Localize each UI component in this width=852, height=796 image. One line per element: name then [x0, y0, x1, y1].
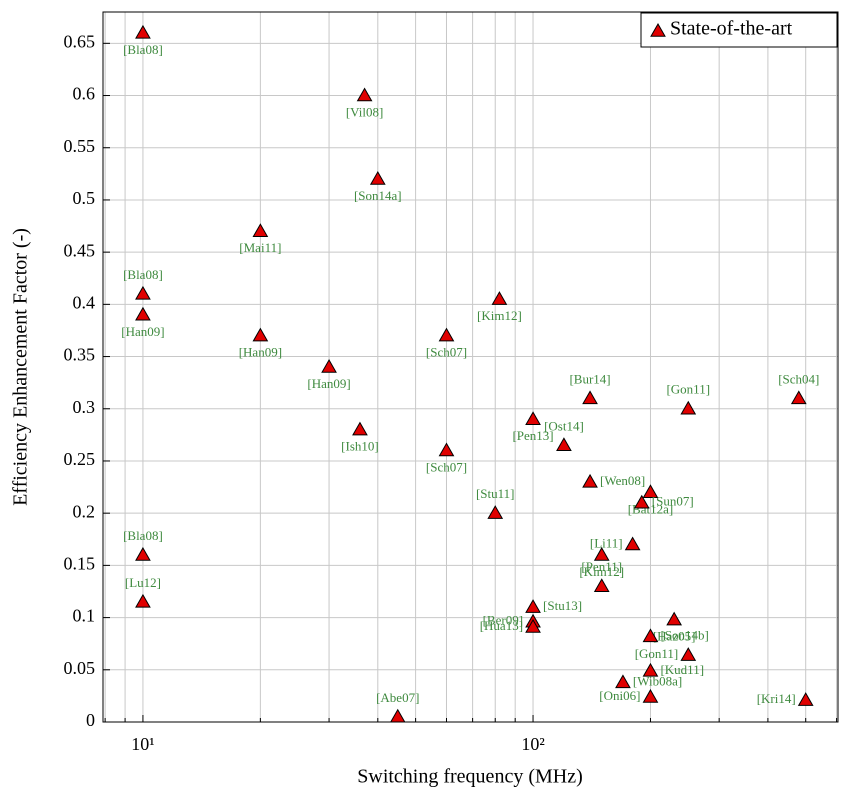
point	[666, 611, 683, 626]
point-label: [Lu12]	[125, 575, 161, 590]
point	[321, 358, 337, 373]
point-label: [Son14a]	[354, 188, 402, 203]
x-tick-label: 10²	[521, 734, 544, 754]
y-tick-label: 0.15	[64, 554, 96, 574]
y-tick-label: 0.45	[64, 240, 96, 260]
point-label: [Bla08]	[123, 42, 163, 57]
point-label: [Sch07]	[426, 345, 467, 360]
point	[615, 674, 631, 689]
point	[487, 505, 504, 519]
point	[593, 546, 610, 561]
y-tick-label: 0.4	[73, 292, 96, 312]
point	[593, 578, 610, 593]
point	[135, 593, 151, 608]
point	[582, 473, 598, 488]
point	[135, 285, 151, 300]
point	[556, 437, 572, 452]
x-axis-title: Switching frequency (MHz)	[357, 766, 583, 788]
point-label: [Han09]	[121, 324, 164, 339]
y-tick-label: 0.1	[73, 606, 96, 626]
point	[352, 421, 368, 436]
point-label: [Vil08]	[346, 105, 384, 120]
point-label: [Gon11]	[635, 646, 679, 661]
point-label: [Hua13]	[480, 618, 523, 633]
y-tick-label: 0.55	[64, 136, 96, 156]
legend-label: State-of-the-art	[670, 18, 793, 40]
point	[680, 400, 697, 415]
point	[680, 647, 697, 661]
point-label: [Han09]	[239, 345, 282, 360]
point-label: [Pen13]	[512, 428, 553, 443]
point	[438, 327, 455, 342]
point-label: [Kim12]	[579, 564, 624, 579]
legend-marker	[650, 22, 666, 37]
point-label: [Haz05]	[653, 629, 696, 644]
point	[252, 327, 269, 342]
point-label: [Bla08]	[123, 267, 163, 282]
point	[790, 390, 807, 405]
point-label: [Bur14]	[569, 371, 610, 386]
point	[356, 87, 373, 102]
point-label: [Bla08]	[123, 528, 163, 543]
legend-box	[640, 12, 838, 48]
point-label: [Wen08]	[600, 473, 645, 488]
point	[135, 306, 151, 321]
point	[797, 692, 814, 706]
point-label: [Kri14]	[757, 691, 796, 706]
point	[582, 390, 598, 405]
point	[252, 223, 269, 238]
point	[525, 599, 541, 613]
point	[642, 628, 659, 643]
y-tick-label: 0.25	[64, 449, 96, 469]
point-label: [Kud11]	[660, 662, 704, 677]
point-label: [Han09]	[307, 376, 350, 391]
y-tick-label: 0.2	[73, 501, 96, 521]
point-label: [Li11]	[590, 535, 623, 550]
point-label: [Wib08a]	[633, 673, 682, 688]
point	[525, 411, 541, 425]
y-tick-label: 0.5	[73, 188, 96, 208]
point	[135, 24, 151, 39]
x-tick-label: 10¹	[131, 734, 154, 754]
point	[135, 546, 151, 561]
point	[438, 442, 455, 457]
point-label: [Gon11]	[666, 382, 710, 397]
point-label: [Ost14]	[544, 418, 584, 433]
point	[642, 484, 659, 499]
point-label: [Abe07]	[376, 690, 419, 705]
point-label: [Kim12]	[477, 308, 522, 323]
plot-frame	[102, 11, 839, 723]
y-tick-label: 0.6	[73, 84, 96, 104]
point-label: [Ish10]	[341, 439, 379, 454]
point-label: [Mai11]	[239, 240, 281, 255]
point-label: [Sun07]	[652, 494, 694, 509]
point	[633, 494, 650, 509]
y-axis-title: Efficiency Enhancement Factor (-)	[10, 228, 32, 506]
point	[369, 171, 386, 185]
y-tick-label: 0.05	[64, 658, 96, 678]
point	[642, 662, 659, 677]
point-label: [Oni06]	[599, 688, 640, 703]
point	[389, 708, 406, 723]
point-label: [Pen11]	[581, 559, 622, 574]
y-tick-label: 0.3	[73, 397, 96, 417]
y-tick-label: 0	[86, 710, 95, 730]
y-tick-label: 0.65	[64, 31, 96, 51]
y-tick-label: 0.35	[64, 345, 96, 365]
point-label: [Stu13]	[543, 598, 582, 613]
point	[491, 291, 508, 305]
point-label: [Ber09]	[483, 613, 523, 628]
point-label: [Son14b]	[660, 627, 708, 642]
point	[642, 688, 659, 703]
point-label: [Sch07]	[426, 460, 467, 475]
point-label: [Sch04]	[778, 371, 819, 386]
point	[624, 536, 641, 551]
point-label: [Stu11]	[476, 486, 515, 501]
point	[525, 618, 541, 633]
